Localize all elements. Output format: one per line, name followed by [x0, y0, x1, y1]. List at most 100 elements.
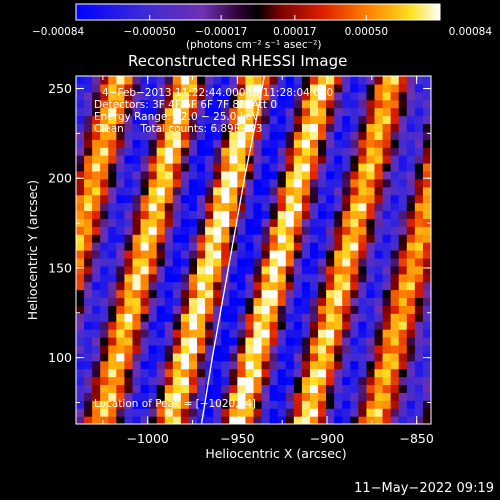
heatmap-cell: [229, 321, 238, 330]
heatmap-cell: [422, 273, 431, 283]
heatmap-cell: [350, 155, 359, 164]
heatmap-cell: [245, 250, 255, 259]
heatmap-cell: [390, 360, 400, 370]
heatmap-cell: [92, 344, 101, 354]
heatmap-cell: [156, 416, 166, 424]
heatmap-cell: [76, 273, 85, 283]
heatmap-cell: [285, 265, 295, 275]
heatmap-cell: [398, 416, 408, 424]
heatmap-cell: [237, 210, 247, 219]
heatmap-cell: [350, 273, 359, 283]
heatmap-cell: [269, 265, 279, 275]
heatmap-cell: [269, 289, 279, 299]
heatmap-cell: [326, 115, 335, 125]
heatmap-cell: [406, 194, 416, 204]
heatmap-cell: [140, 123, 150, 132]
heatmap-cell: [326, 344, 335, 354]
heatmap-cell: [84, 250, 93, 259]
heatmap-cell: [237, 329, 247, 338]
heatmap-cell: [390, 297, 400, 306]
heatmap-cell: [180, 408, 190, 417]
heatmap-cell: [84, 123, 93, 132]
heatmap-cell: [293, 91, 303, 101]
heatmap-cell: [188, 99, 198, 109]
heatmap-cell: [390, 344, 400, 354]
heatmap-cell: [100, 289, 109, 299]
heatmap-cell: [188, 384, 198, 393]
heatmap-cell: [334, 344, 343, 354]
heatmap-cell: [309, 139, 319, 148]
heatmap-cell: [245, 131, 255, 140]
heatmap-cell: [390, 376, 400, 386]
heatmap-cell: [309, 178, 319, 188]
heatmap-cell: [390, 99, 400, 109]
heatmap-cell: [350, 321, 359, 330]
heatmap-cell: [318, 202, 327, 212]
heatmap-cell: [374, 416, 384, 424]
heatmap-cell: [382, 186, 392, 196]
heatmap-cell: [269, 329, 279, 338]
heatmap-cell: [205, 147, 214, 156]
heatmap-cell: [76, 139, 85, 148]
heatmap-cell: [398, 281, 408, 291]
heatmap-cell: [261, 186, 271, 196]
heatmap-cell: [140, 139, 150, 148]
heatmap-cell: [221, 265, 230, 275]
heatmap-cell: [390, 123, 400, 132]
heatmap-cell: [398, 329, 408, 338]
heatmap-cell: [108, 360, 117, 370]
heatmap-cell: [108, 226, 117, 235]
heatmap-cell: [156, 76, 166, 85]
heatmap-cell: [116, 384, 126, 393]
heatmap-cell: [406, 226, 416, 235]
heatmap-cell: [140, 250, 150, 259]
heatmap-cell: [221, 408, 230, 417]
heatmap-cell: [293, 281, 303, 291]
heatmap-cell: [350, 400, 359, 409]
heatmap-cell: [277, 242, 287, 251]
heatmap-cell: [261, 360, 271, 370]
heatmap-cell: [132, 210, 142, 219]
heatmap-cell: [398, 242, 408, 251]
heatmap-cell: [100, 344, 109, 354]
heatmap-cell: [84, 218, 93, 227]
heatmap-cell: [334, 376, 343, 386]
heatmap-cell: [180, 123, 190, 132]
heatmap-cell: [140, 289, 150, 299]
heatmap-cell: [172, 289, 182, 299]
heatmap-cell: [414, 408, 424, 417]
heatmap-cell: [229, 392, 238, 401]
heatmap-cell: [205, 194, 214, 204]
heatmap-cell: [84, 265, 93, 275]
heatmap-cell: [309, 352, 319, 362]
heatmap-cell: [221, 170, 230, 180]
heatmap-cell: [221, 139, 230, 148]
heatmap-cell: [180, 147, 190, 156]
heatmap-cell: [156, 360, 166, 370]
heatmap-cell: [164, 392, 174, 401]
heatmap-cell: [164, 265, 174, 275]
heatmap-cell: [326, 337, 335, 346]
heatmap-cell: [197, 265, 206, 275]
heatmap-cell: [326, 352, 335, 362]
heatmap-cell: [116, 344, 126, 354]
heatmap-cell: [221, 344, 230, 354]
heatmap-cell: [293, 218, 303, 227]
heatmap-cell: [390, 178, 400, 188]
heatmap-cell: [132, 99, 142, 109]
heatmap-cell: [390, 368, 400, 378]
heatmap-cell: [253, 329, 263, 338]
heatmap-cell: [253, 202, 263, 212]
heatmap-cell: [76, 376, 85, 386]
heatmap-cell: [406, 178, 416, 188]
heatmap-cell: [358, 218, 368, 227]
heatmap-cell: [406, 83, 416, 93]
heatmap-cell: [350, 194, 359, 204]
heatmap-cell: [342, 194, 351, 204]
heatmap-cell: [108, 202, 117, 212]
heatmap-cell: [197, 234, 206, 243]
y-tick-label: 250: [48, 81, 72, 96]
heatmap-cell: [84, 170, 93, 180]
heatmap-cell: [108, 250, 117, 259]
heatmap-cell: [253, 83, 263, 93]
